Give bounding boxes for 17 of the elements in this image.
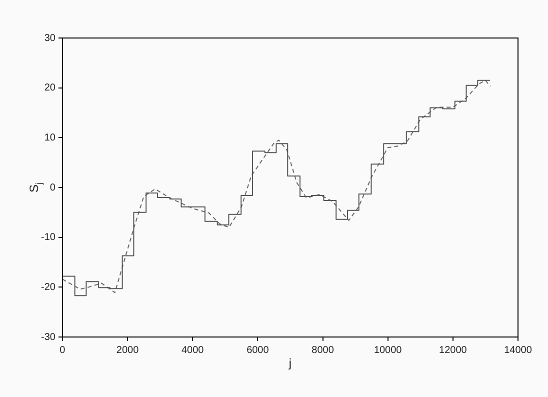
x-tick-label: 4000	[181, 344, 204, 356]
x-tick-label: 12000	[439, 344, 468, 356]
x-tick-label: 2000	[116, 344, 140, 356]
x-axis-title: j	[288, 356, 292, 370]
y-axis-title: Sj	[27, 182, 44, 192]
x-tick-label: 8000	[312, 344, 334, 356]
y-tick-label: -10	[41, 232, 56, 244]
x-tick-label: 6000	[246, 344, 270, 356]
x-tick-label: 0	[60, 344, 66, 356]
y-tick-label: -20	[41, 282, 56, 293]
y-tick-label: 10	[44, 132, 56, 144]
x-tick-label: 14000	[504, 344, 532, 356]
y-tick-label: 30	[44, 32, 56, 44]
y-tick-label: 0	[50, 182, 56, 194]
x-tick-label: 10000	[374, 344, 402, 356]
y-tick-label: 20	[44, 82, 56, 94]
y-tick-label: -30	[41, 332, 56, 343]
